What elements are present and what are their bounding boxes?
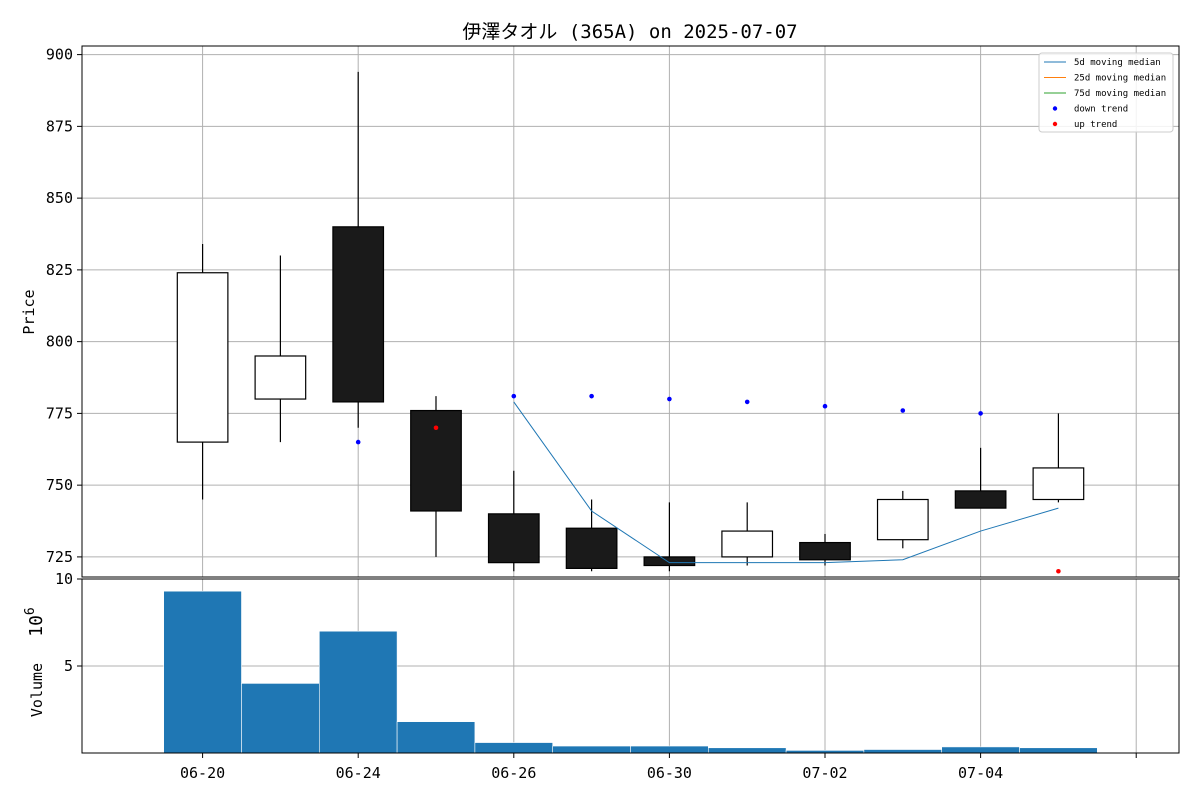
price-tick-label: 875 <box>46 117 73 135</box>
chart-title: 伊澤タオル (365A) on 2025-07-07 <box>462 21 797 43</box>
legend-label: up trend <box>1074 120 1117 130</box>
candle-body <box>176 272 229 443</box>
legend-box <box>1038 52 1174 133</box>
volume-bar <box>941 746 1020 754</box>
up-trend-point <box>1056 568 1061 574</box>
down-trend-point <box>822 403 828 409</box>
x-tick-label: 06-26 <box>491 764 536 782</box>
moving-median-5d-line <box>513 401 1059 564</box>
price-tick-label: 825 <box>46 261 73 279</box>
candle-body <box>876 498 929 541</box>
volume-bar <box>163 590 242 754</box>
candle-body <box>565 527 618 569</box>
candlesticks <box>176 71 1085 572</box>
legend-dot-swatch <box>1052 121 1058 127</box>
candle-body <box>954 490 1007 509</box>
volume-bar <box>1019 747 1098 754</box>
price-tick-label: 775 <box>46 404 73 422</box>
down-trend-point <box>589 393 594 399</box>
x-tick-label: 06-20 <box>180 764 225 782</box>
down-trend-point <box>511 393 517 399</box>
trend-markers <box>355 393 1061 574</box>
price-tick-label: 800 <box>46 333 73 351</box>
volume-bar <box>474 742 553 754</box>
legend-dot-swatch <box>1052 106 1058 111</box>
volume-tick-label: 5 <box>64 657 73 675</box>
volume-scale-exp: 6 <box>23 607 38 615</box>
legend-label: 5d moving median <box>1074 58 1161 68</box>
down-trend-point <box>355 439 361 445</box>
legend-label: 75d moving median <box>1074 89 1166 99</box>
volume-bar <box>396 721 476 754</box>
candle-body <box>721 530 774 558</box>
price-panel: 725 750 775 800 825 850 875 900 Price 5d moving… <box>20 45 1180 578</box>
price-tick-label: 725 <box>46 548 73 566</box>
volume-bar <box>552 745 631 754</box>
volume-bar <box>630 745 709 754</box>
x-tick-label: 07-04 <box>958 764 1003 782</box>
up-trend-point <box>433 425 439 431</box>
volume-scale-label: 106 <box>23 607 47 637</box>
price-tick-label: 850 <box>46 189 73 207</box>
x-tick-label: 07-02 <box>802 764 847 782</box>
candle-body <box>1032 467 1085 501</box>
down-trend-point <box>900 408 906 413</box>
volume-axis-title: Volume <box>28 663 46 717</box>
volume-bar <box>318 630 398 754</box>
price-tick-label: 750 <box>46 476 73 494</box>
x-axis-ticks: 06-20 06-24 06-26 06-30 07-02 07-04 <box>180 753 1137 782</box>
down-trend-point <box>978 411 983 416</box>
volume-bar <box>863 749 943 754</box>
price-tick-label: 900 <box>46 46 73 64</box>
moving-median-lines <box>513 401 1059 564</box>
down-trend-point <box>744 399 750 405</box>
legend-label: down trend <box>1074 105 1128 115</box>
x-tick-label: 06-30 <box>647 764 692 782</box>
candle-body <box>254 355 307 400</box>
volume-scale-base: 10 <box>26 615 47 637</box>
x-tick-label: 06-24 <box>336 764 381 782</box>
legend: 5d moving median 25d moving median 75d mov… <box>1038 52 1174 133</box>
candle-body <box>643 556 696 567</box>
price-panel-frame <box>81 45 1180 578</box>
candle-body <box>487 513 540 564</box>
volume-panel: 510 Volume 106 <box>23 570 1180 754</box>
legend-label: 25d moving median <box>1074 74 1166 84</box>
volume-bar <box>708 747 787 754</box>
down-trend-point <box>667 396 672 402</box>
volume-bars <box>163 590 1098 754</box>
candle-body <box>332 226 385 403</box>
candle-body <box>799 541 851 561</box>
volume-panel-frame <box>81 578 1180 754</box>
svg-text:106: 106 <box>23 607 47 637</box>
volume-tick-label: 10 <box>55 570 73 588</box>
price-axis-title: Price <box>20 289 38 334</box>
volume-bar <box>241 683 320 754</box>
